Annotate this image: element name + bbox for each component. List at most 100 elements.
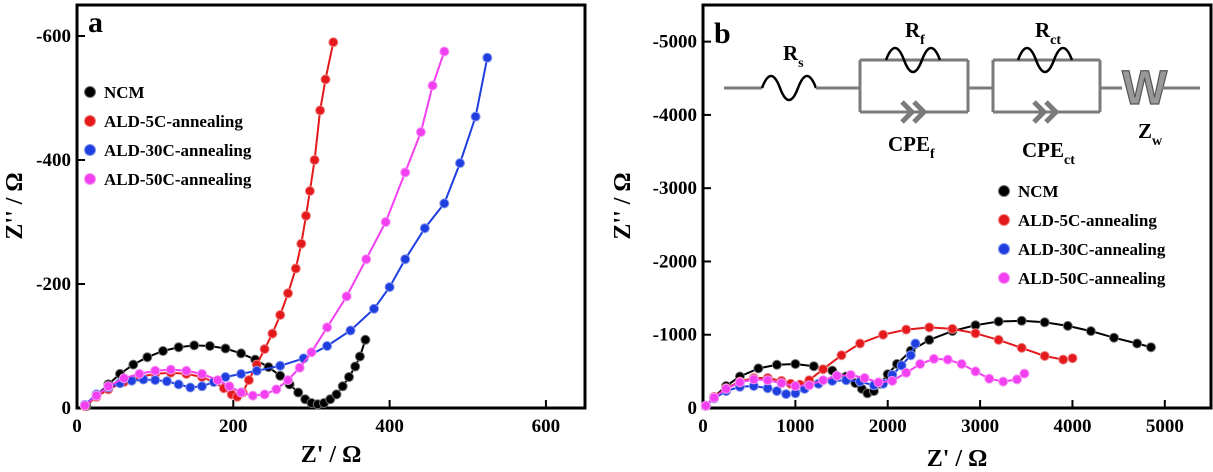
y-tick-label: 0 xyxy=(688,398,698,419)
data-point xyxy=(384,282,395,293)
data-point xyxy=(700,400,711,411)
label-rf: Rf xyxy=(905,18,925,48)
data-point xyxy=(165,364,176,375)
panel-a-frame xyxy=(75,3,587,410)
data-point xyxy=(415,127,426,138)
y-tick-label: -5000 xyxy=(653,32,697,53)
data-point xyxy=(873,377,884,388)
data-point xyxy=(331,389,342,400)
label-rs: Rs xyxy=(783,41,804,71)
data-point xyxy=(197,381,207,392)
data-point xyxy=(189,340,200,351)
y-tick-label: -200 xyxy=(36,274,71,295)
data-point xyxy=(344,372,354,382)
data-point xyxy=(322,341,333,351)
data-point xyxy=(970,366,981,377)
panel-a-legend: NCM ALD-5C-annealing ALD-30C-annealing ALD-… xyxy=(84,83,252,189)
data-point xyxy=(901,324,912,335)
data-point xyxy=(947,323,958,334)
panel-b-series xyxy=(700,315,1156,411)
data-point xyxy=(103,381,114,392)
resistor-rct-symbol xyxy=(1016,46,1074,74)
data-point xyxy=(328,37,339,48)
cpe-ct-symbol xyxy=(1032,100,1060,124)
data-point xyxy=(224,381,235,392)
data-point xyxy=(1039,351,1050,361)
data-point xyxy=(855,338,865,349)
data-point xyxy=(836,350,847,361)
data-point xyxy=(915,359,926,369)
data-point xyxy=(345,325,356,336)
data-point xyxy=(1062,320,1073,331)
x-tick-label: 400 xyxy=(375,416,404,437)
legend-marker xyxy=(84,144,96,156)
data-point xyxy=(924,322,935,333)
data-point xyxy=(808,361,819,372)
x-tick-label: 200 xyxy=(219,416,248,437)
data-point xyxy=(781,389,792,400)
data-point xyxy=(247,390,258,401)
panel-a-xlabel: Z' / Ω xyxy=(301,442,362,468)
data-point xyxy=(337,381,348,392)
data-point xyxy=(427,80,438,91)
data-point xyxy=(271,384,282,395)
panel-b-ylabel: Z'' / Ω xyxy=(610,172,636,239)
x-tick-label: 0 xyxy=(72,416,82,437)
data-point xyxy=(301,210,311,221)
data-point xyxy=(439,46,450,57)
legend-marker xyxy=(998,243,1010,255)
resistor-rf-symbol xyxy=(884,46,942,74)
panel-a: a 0 200 400 600 0 -200 -400 -600 NCM ALD-5C-anne… xyxy=(2,3,587,468)
panel-a-letter: a xyxy=(88,6,103,39)
data-point xyxy=(1039,317,1050,328)
panel-a-series xyxy=(79,37,493,412)
legend-label: NCM xyxy=(1018,182,1059,201)
data-point xyxy=(306,347,317,358)
legend-marker xyxy=(84,115,96,127)
data-point xyxy=(887,375,898,386)
data-point xyxy=(709,392,720,403)
data-point xyxy=(790,381,801,391)
data-point xyxy=(150,365,161,376)
series-line-1 xyxy=(84,41,335,407)
data-point xyxy=(220,343,231,354)
data-point xyxy=(128,359,139,370)
data-point xyxy=(1085,326,1096,337)
data-point xyxy=(1109,332,1119,343)
x-tick-label: 2000 xyxy=(869,416,907,437)
y-tick-label: 0 xyxy=(62,398,72,419)
legend-marker xyxy=(84,173,96,185)
data-point xyxy=(236,368,247,379)
y-tick-label: -1000 xyxy=(653,325,697,346)
data-point xyxy=(845,370,856,380)
data-point xyxy=(771,386,782,397)
data-point xyxy=(236,387,247,398)
data-point xyxy=(275,370,286,381)
data-point xyxy=(212,375,223,386)
data-point xyxy=(142,352,153,363)
data-point xyxy=(315,105,326,116)
data-point xyxy=(818,364,829,375)
data-point xyxy=(290,263,301,274)
data-point xyxy=(400,167,411,178)
data-point xyxy=(259,389,270,400)
data-point xyxy=(771,359,782,370)
data-point xyxy=(901,367,912,378)
legend-label: ALD-30C-annealing xyxy=(104,141,252,160)
data-point xyxy=(1058,354,1069,365)
data-point xyxy=(150,375,161,386)
data-point xyxy=(309,155,320,165)
legend-marker xyxy=(84,86,96,98)
legend-label: ALD-30C-annealing xyxy=(1018,240,1166,259)
data-point xyxy=(267,328,278,339)
data-point xyxy=(905,350,916,361)
data-point xyxy=(970,328,981,339)
x-tick-label: 0 xyxy=(698,416,708,437)
resistor-rs-symbol xyxy=(760,74,818,102)
data-point xyxy=(993,316,1004,327)
data-point xyxy=(400,254,411,265)
data-point xyxy=(1016,315,1027,326)
data-point xyxy=(482,52,493,63)
x-tick-label: 600 xyxy=(532,416,561,437)
panel-b: b 0 1000 2000 3000 4000 5000 0 -1000 -2000 -3000 -… xyxy=(610,3,1213,472)
